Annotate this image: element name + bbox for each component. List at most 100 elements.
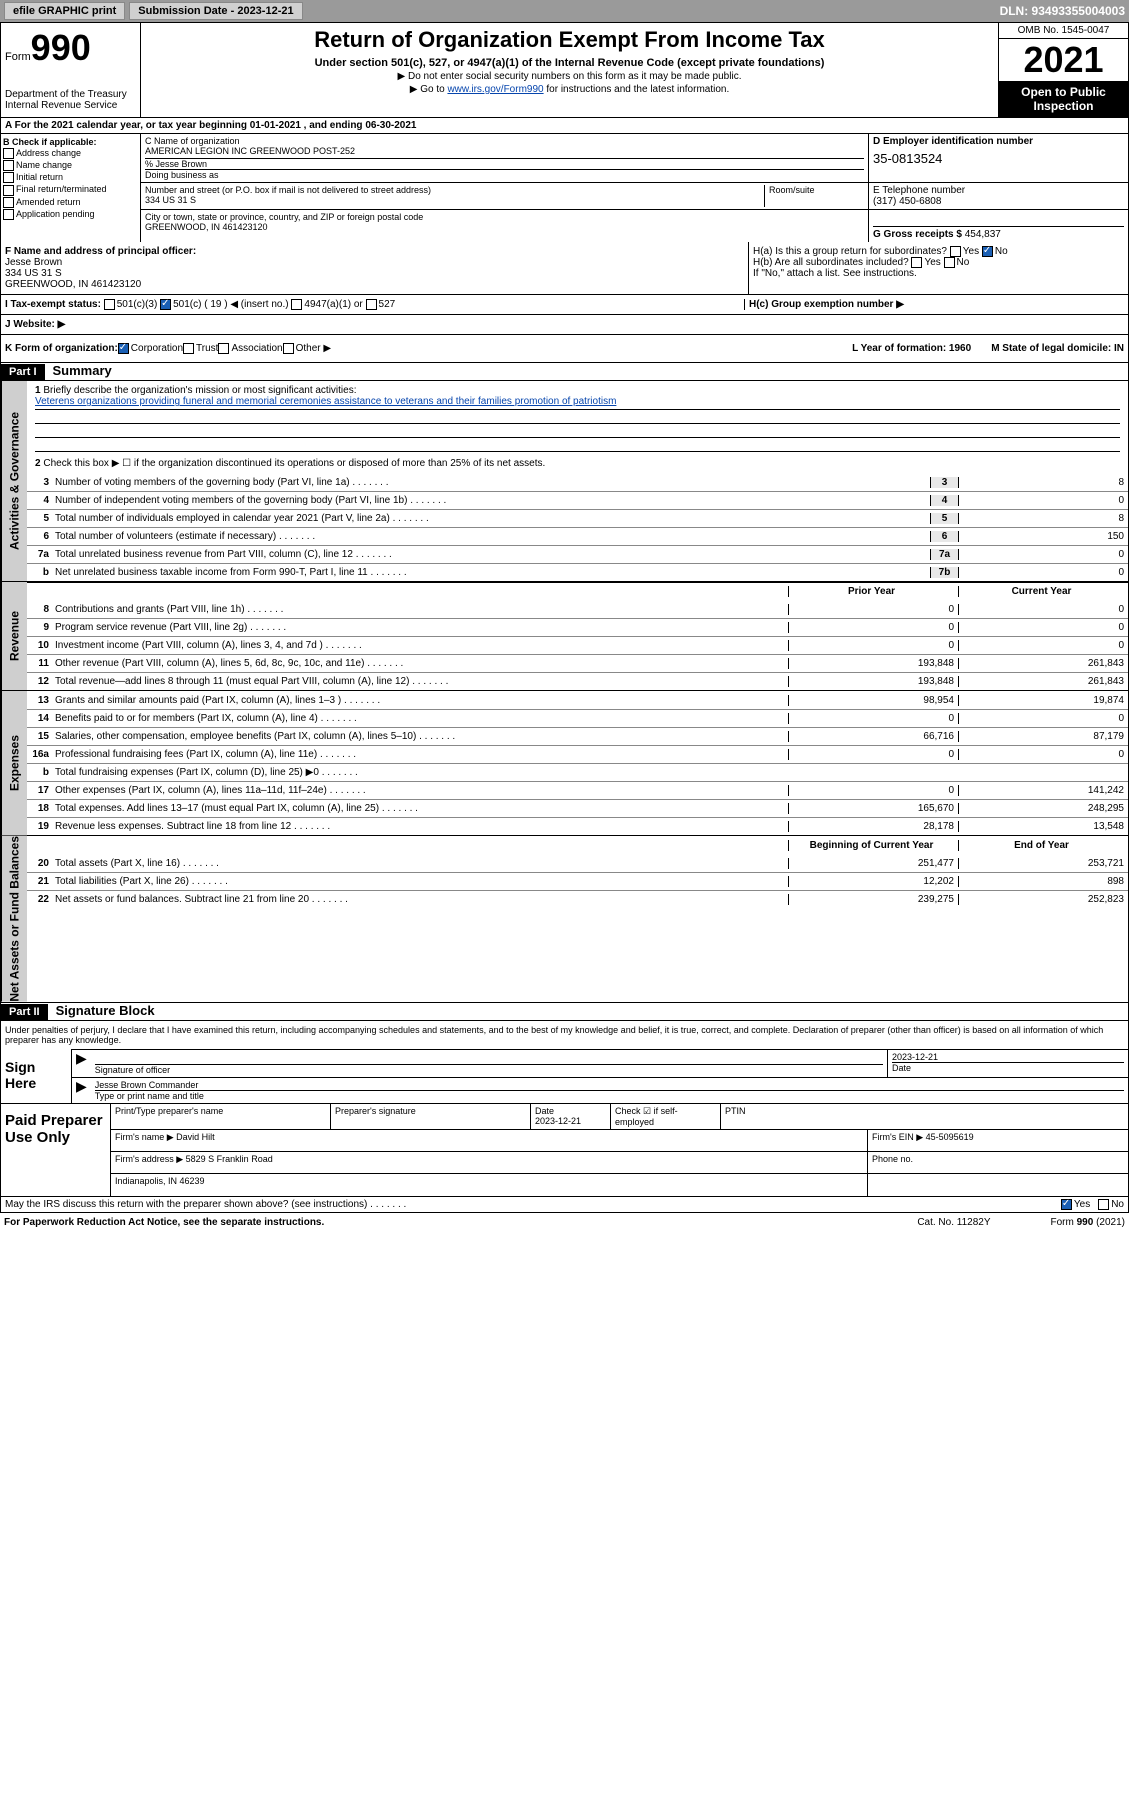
prep-ein: Firm's EIN ▶ 45-5095619 [868,1130,1128,1151]
table-row: 22Net assets or fund balances. Subtract … [27,890,1128,908]
chk-4947[interactable] [291,299,302,310]
h-a: H(a) Is this a group return for subordin… [753,246,1124,257]
dept-text: Department of the Treasury Internal Reve… [5,89,136,111]
prep-firm: Firm's name ▶ David Hilt [111,1130,868,1151]
form-title: Return of Organization Exempt From Incom… [145,27,994,53]
table-row: 13Grants and similar amounts paid (Part … [27,691,1128,709]
table-row: bNet unrelated business taxable income f… [27,563,1128,581]
city-value: GREENWOOD, IN 461423120 [145,222,864,232]
care-of: % Jesse Brown [145,158,864,169]
form-header: Form990 Department of the Treasury Inter… [0,22,1129,118]
chk-name-change[interactable]: Name change [3,160,138,171]
table-row: 4Number of independent voting members of… [27,491,1128,509]
table-row: 7aTotal unrelated business revenue from … [27,545,1128,563]
prior-year-hdr: Prior Year [788,586,958,597]
sig-declaration: Under penalties of perjury, I declare th… [1,1021,1128,1049]
table-row: 14Benefits paid to or for members (Part … [27,709,1128,727]
form-note2: ▶ Go to www.irs.gov/Form990 for instruct… [145,84,994,95]
prep-addr: Firm's address ▶ 5829 S Franklin Road [111,1152,868,1173]
chk-association[interactable] [218,343,229,354]
h-b-note: If "No," attach a list. See instructions… [753,268,1124,279]
tel-label: E Telephone number [873,185,1124,196]
addr-value: 334 US 31 S [145,195,764,205]
room-suite-label: Room/suite [764,185,864,207]
chk-final-return[interactable]: Final return/terminated [3,184,138,195]
irs-link[interactable]: www.irs.gov/Form990 [447,84,543,95]
row-j-website: J Website: ▶ [0,315,1129,335]
dln-text: DLN: 93493355004003 [1000,4,1125,18]
revenue-section: Revenue Prior Year Current Year 8Contrib… [0,582,1129,691]
chk-address-change[interactable]: Address change [3,148,138,159]
vtab-expenses: Expenses [1,691,27,835]
chk-application-pending[interactable]: Application pending [3,209,138,220]
top-toolbar: efile GRAPHIC print Submission Date - 20… [0,0,1129,22]
section-b-c-d: B Check if applicable: Address change Na… [0,134,1129,242]
table-row: 17Other expenses (Part IX, column (A), l… [27,781,1128,799]
expenses-section: Expenses 13Grants and similar amounts pa… [0,691,1129,836]
submission-date-button[interactable]: Submission Date - 2023-12-21 [129,2,302,20]
table-row: 12Total revenue—add lines 8 through 11 (… [27,672,1128,690]
state-domicile: M State of legal domicile: IN [991,343,1124,354]
table-row: 16aProfessional fundraising fees (Part I… [27,745,1128,763]
ein-label: D Employer identification number [873,136,1033,147]
row-a-tax-year: A For the 2021 calendar year, or tax yea… [0,118,1129,134]
chk-initial-return[interactable]: Initial return [3,172,138,183]
dba-label: Doing business as [145,169,864,180]
chk-other[interactable] [283,343,294,354]
chk-501c3[interactable] [104,299,115,310]
discuss-no[interactable]: No [1098,1199,1124,1210]
chk-527[interactable] [366,299,377,310]
form-ref: Form 990 (2021) [1051,1217,1125,1228]
row-f-h: F Name and address of principal officer:… [0,242,1129,295]
sig-name: Jesse Brown Commander [95,1080,1124,1090]
prep-h2: Preparer's signature [331,1104,531,1129]
end-year-hdr: End of Year [958,840,1128,851]
table-row: 20Total assets (Part X, line 16)251,4772… [27,854,1128,872]
year-formation: L Year of formation: 1960 [852,343,971,354]
officer-name: Jesse Brown [5,257,744,268]
prep-h3: Date2023-12-21 [531,1104,611,1129]
q1-text: Briefly describe the organization's miss… [43,385,356,396]
current-year-hdr: Current Year [958,586,1128,597]
org-name: AMERICAN LEGION INC GREENWOOD POST-252 [145,146,864,156]
vtab-activities: Activities & Governance [1,381,27,581]
table-row: 3Number of voting members of the governi… [27,473,1128,491]
efile-print-button[interactable]: efile GRAPHIC print [4,2,125,20]
form-note1: ▶ Do not enter social security numbers o… [145,71,994,82]
omb-number: OMB No. 1545-0047 [999,23,1128,39]
activities-governance-section: Activities & Governance 1 Briefly descri… [0,381,1129,582]
net-assets-section: Net Assets or Fund Balances Beginning of… [0,836,1129,1003]
org-name-label: C Name of organization [145,136,864,146]
mission-text: Veterens organizations providing funeral… [35,396,1120,410]
cat-no: Cat. No. 11282Y [917,1217,990,1228]
gross-receipts: G Gross receipts $ 454,837 [873,226,1124,240]
form-subtitle: Under section 501(c), 527, or 4947(a)(1)… [145,57,994,69]
officer-addr2: GREENWOOD, IN 461423120 [5,279,744,290]
signature-section: Under penalties of perjury, I declare th… [0,1021,1129,1104]
q2-text: Check this box ▶ ☐ if the organization d… [43,458,545,469]
table-row: 11Other revenue (Part VIII, column (A), … [27,654,1128,672]
h-b: H(b) Are all subordinates included? Yes … [753,257,1124,268]
prep-addr2: Indianapolis, IN 46239 [111,1174,868,1196]
row-k-form-org: K Form of organization: Corporation Trus… [0,335,1129,363]
table-row: 15Salaries, other compensation, employee… [27,727,1128,745]
begin-year-hdr: Beginning of Current Year [788,840,958,851]
discuss-row: May the IRS discuss this return with the… [0,1197,1129,1213]
table-row: 9Program service revenue (Part VIII, lin… [27,618,1128,636]
sign-here-label: Sign Here [1,1049,71,1103]
tel-value: (317) 450-6808 [873,196,1124,207]
table-row: 5Total number of individuals employed in… [27,509,1128,527]
discuss-yes[interactable]: Yes [1061,1199,1090,1210]
table-row: 18Total expenses. Add lines 13–17 (must … [27,799,1128,817]
part1-header: Part ISummary [0,363,1129,381]
paid-preparer-label: Paid Preparer Use Only [1,1104,111,1196]
sig-officer-label: Signature of officer [95,1064,883,1075]
pra-notice: For Paperwork Reduction Act Notice, see … [4,1217,324,1228]
chk-corporation[interactable] [118,343,129,354]
chk-501c[interactable] [160,299,171,310]
sig-date: 2023-12-21 [892,1052,1124,1062]
chk-amended-return[interactable]: Amended return [3,197,138,208]
table-row: 21Total liabilities (Part X, line 26)12,… [27,872,1128,890]
chk-trust[interactable] [183,343,194,354]
tax-year: 2021 [999,39,1128,81]
